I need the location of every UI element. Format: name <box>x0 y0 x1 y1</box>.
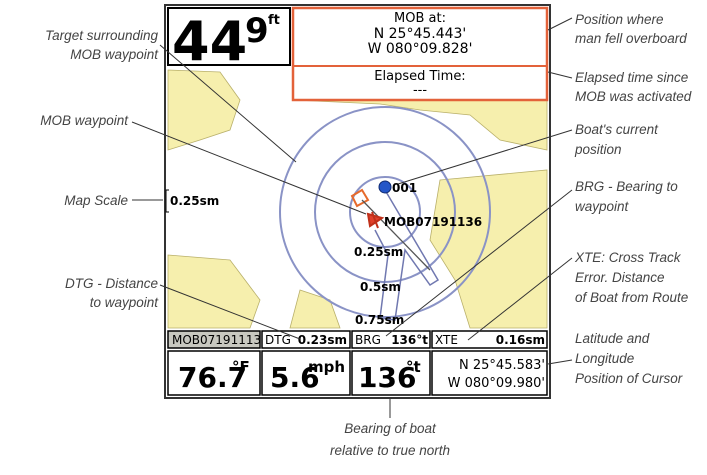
ring-label: 0.75sm <box>355 313 404 327</box>
elapsed-label: Elapsed Time: <box>374 69 465 84</box>
callout: DTG - Distance <box>65 276 158 291</box>
bar-waypoint: MOB07191113 <box>172 333 261 347</box>
elapsed-value: --- <box>413 83 427 98</box>
callout: Position where <box>575 12 664 27</box>
callout: position <box>574 142 622 157</box>
xte-value: 0.16sm <box>496 333 545 347</box>
temp-unit: °F <box>232 358 250 376</box>
dtg-value: 0.23sm <box>298 333 347 347</box>
mob-lon: W 080°09.828' <box>368 41 473 57</box>
callout: Target surrounding <box>45 28 158 43</box>
heading: 136 <box>358 361 416 394</box>
scale-bracket <box>165 189 169 213</box>
speed-unit: mph <box>308 358 345 376</box>
leaders <box>131 17 573 418</box>
speed: 5.6 <box>270 361 320 394</box>
mob-label: MOB at: <box>394 11 446 26</box>
callout: Position of Cursor <box>575 371 683 386</box>
xte-label: XTE <box>435 333 458 347</box>
cursor-lat: N 25°45.583' <box>459 358 545 373</box>
mob-waypoint <box>366 211 385 229</box>
callout: Error. Distance <box>575 270 665 285</box>
boat <box>378 180 392 194</box>
callout: XTE: Cross Track <box>574 250 682 265</box>
callout: Latitude and <box>575 331 650 346</box>
callout: BRG - Bearing to <box>575 179 678 194</box>
mob-target <box>350 188 370 208</box>
depth: 44 <box>172 10 247 73</box>
track <box>374 189 440 321</box>
callout: MOB waypoint <box>40 113 129 128</box>
callout: Boat's current <box>575 122 659 137</box>
callout: Longitude <box>575 351 634 366</box>
depth-decimal: 9 <box>245 11 269 51</box>
callout: Bearing of boat <box>344 421 437 436</box>
callout: MOB waypoint <box>70 47 159 62</box>
brg-value: 136°t <box>391 333 428 347</box>
callout: relative to true north <box>330 443 450 458</box>
boat-label: 001 <box>392 181 417 195</box>
depth-unit: ft <box>268 13 280 28</box>
temp: 76.7 <box>178 361 247 394</box>
brg-label: BRG <box>355 333 381 347</box>
callout: MOB was activated <box>575 89 692 104</box>
land <box>167 69 548 329</box>
callout: to waypoint <box>90 295 160 310</box>
route <box>361 199 431 271</box>
ring-label: 0.25sm <box>354 245 403 259</box>
ring-label: 0.5sm <box>360 280 401 294</box>
mob-lat: N 25°45.443' <box>374 26 467 42</box>
callout: waypoint <box>575 199 630 214</box>
mob-box <box>291 6 549 102</box>
callout: of Boat from Route <box>575 290 688 305</box>
dtg-label: DTG <box>265 333 291 347</box>
waypoint-label: MOB07191136 <box>384 215 482 229</box>
depth-box <box>167 7 291 66</box>
callout: man fell overboard <box>575 31 687 46</box>
callout: Elapsed time since <box>575 70 688 85</box>
callout: Map Scale <box>64 193 128 208</box>
data-bar <box>167 330 548 396</box>
cursor-lon: W 080°09.980' <box>448 376 545 391</box>
heading-unit: °t <box>406 358 421 376</box>
map-scale: 0.25sm <box>170 194 219 208</box>
